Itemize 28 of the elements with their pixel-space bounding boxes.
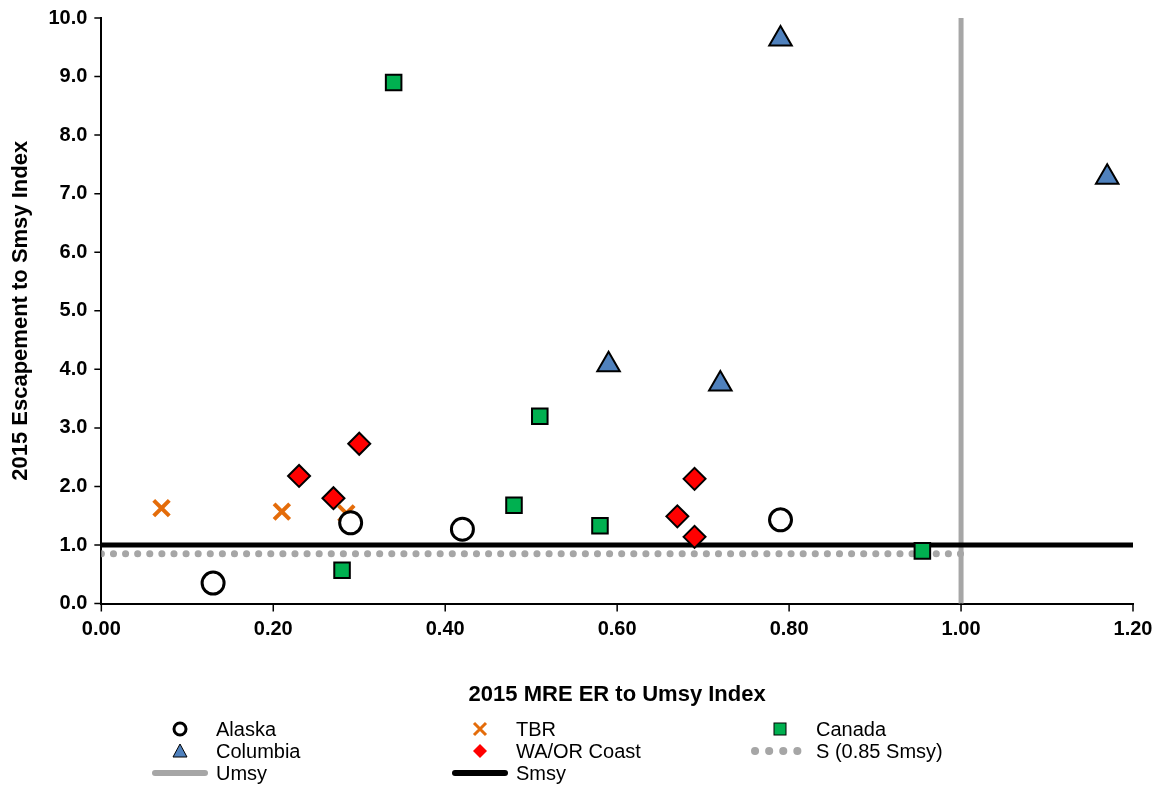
x-tick-label: 0.40: [425, 617, 465, 640]
y-tick-label: 6.0: [59, 239, 88, 262]
legend-label: Columbia: [216, 740, 301, 762]
legend-label: TBR: [516, 718, 556, 740]
y-tick-label: 4.0: [59, 356, 88, 379]
y-tick-label: 7.0: [59, 181, 88, 204]
legend-label: WA/OR Coast: [516, 740, 641, 762]
x-tick-label: 1.00: [941, 617, 981, 640]
x-tick-label: 1.20: [1113, 617, 1153, 640]
legend-label: Smsy: [516, 762, 566, 784]
legend-label: Canada: [816, 718, 887, 740]
y-tick-label: 3.0: [59, 415, 88, 438]
y-axis-title: 2015 Escapement to Smsy Index: [7, 140, 33, 481]
y-tick-label: 8.0: [59, 122, 88, 145]
legend-label: Alaska: [216, 718, 277, 740]
legend-label: Umsy: [216, 762, 268, 784]
x-tick-label: 0.00: [81, 617, 121, 640]
x-tick-label: 0.60: [597, 617, 637, 640]
y-tick-label: 9.0: [59, 64, 88, 87]
x-tick-label: 0.80: [769, 617, 809, 640]
y-tick-label: 1.0: [59, 532, 88, 555]
y-tick-label: 2.0: [59, 474, 88, 496]
legend-label: S (0.85 Smsy): [816, 740, 943, 762]
x-tick-label: 0.20: [253, 617, 293, 640]
y-tick-label: 10.0: [48, 5, 88, 28]
y-tick-label: 0.0: [59, 591, 88, 614]
x-axis-title: 2015 MRE ER to Umsy Index: [468, 680, 767, 706]
y-tick-label: 5.0: [59, 298, 88, 321]
